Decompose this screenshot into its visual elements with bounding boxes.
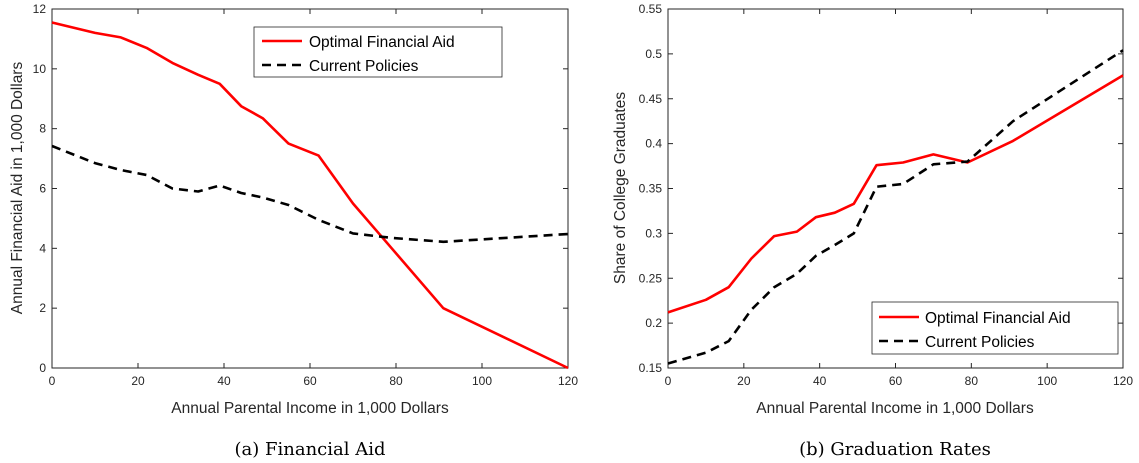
series-line-optimal-financial-aid xyxy=(51,21,569,370)
y-tick-label: 0.2 xyxy=(645,316,662,330)
y-tick-label: 0.35 xyxy=(639,182,663,196)
x-tick-label: 40 xyxy=(217,374,231,388)
legend-label-current: Current Policies xyxy=(925,334,1035,351)
panel-caption: (b) Graduation Rates xyxy=(799,439,991,460)
x-tick-label: 80 xyxy=(965,374,979,388)
y-tick-label: 10 xyxy=(33,62,47,76)
y-axis-label: Annual Financial Aid in 1,000 Dollars xyxy=(9,62,26,315)
y-tick-label: 2 xyxy=(39,301,46,315)
y-tick-label: 8 xyxy=(39,122,46,136)
x-axis-label: Annual Parental Income in 1,000 Dollars xyxy=(171,400,449,417)
x-tick-label: 120 xyxy=(1113,374,1133,388)
legend-box xyxy=(253,26,503,78)
tick-group: 0 20 40 60 80 100 120 0 2 4 6 8 10 12 xyxy=(33,2,579,388)
y-tick-label: 0.45 xyxy=(639,92,663,106)
y-tick-label: 0.4 xyxy=(645,137,662,151)
x-tick-label: 80 xyxy=(389,374,403,388)
legend-label-current: Current Policies xyxy=(309,58,419,75)
series-line-optimal-financial-aid xyxy=(667,74,1124,314)
series-line-current-policies xyxy=(51,144,569,244)
y-tick-label: 12 xyxy=(33,2,47,16)
y-tick-label: 0.5 xyxy=(645,47,662,61)
series-group xyxy=(51,21,569,370)
y-tick-label: 0.15 xyxy=(639,361,663,375)
y-tick-label: 0 xyxy=(39,361,46,375)
x-tick-label: 20 xyxy=(131,374,145,388)
legend-label-optimal: Optimal Financial Aid xyxy=(925,310,1071,327)
series-group xyxy=(667,49,1124,365)
x-tick-label: 60 xyxy=(889,374,903,388)
legend: Optimal Financial Aid Current Policies xyxy=(871,301,1119,355)
legend-label-optimal: Optimal Financial Aid xyxy=(309,34,455,51)
panel-graduation-rates: 0 20 40 60 80 100 120 0.15 0.2 0.25 0.3 0.35 0.4 0.45… xyxy=(612,2,1133,460)
tick-group: 0 20 40 60 80 100 120 0.15 0.2 0.25 0.3 0.35 0.4 0.45… xyxy=(639,2,1134,388)
x-tick-label: 0 xyxy=(49,374,56,388)
series-line-current-policies xyxy=(667,49,1124,365)
y-tick-label: 0.3 xyxy=(645,226,662,240)
x-tick-label: 60 xyxy=(303,374,317,388)
x-axis-label: Annual Parental Income in 1,000 Dollars xyxy=(756,400,1034,417)
y-tick-label: 6 xyxy=(39,182,46,196)
x-tick-label: 40 xyxy=(813,374,827,388)
y-tick-label: 0.55 xyxy=(639,2,663,16)
legend-box xyxy=(871,301,1119,355)
x-tick-label: 0 xyxy=(665,374,672,388)
x-tick-label: 20 xyxy=(737,374,751,388)
panel-financial-aid: 0 20 40 60 80 100 120 0 2 4 6 8 10 12 Annual Parental… xyxy=(9,2,578,460)
x-tick-label: 100 xyxy=(472,374,492,388)
y-axis-label: Share of College Graduates xyxy=(612,92,629,284)
y-tick-label: 0.25 xyxy=(639,271,663,285)
y-tick-label: 4 xyxy=(39,241,46,255)
x-tick-label: 120 xyxy=(558,374,578,388)
panel-caption: (a) Financial Aid xyxy=(235,439,386,460)
legend: Optimal Financial Aid Current Policies xyxy=(253,26,503,78)
x-tick-label: 100 xyxy=(1037,374,1057,388)
